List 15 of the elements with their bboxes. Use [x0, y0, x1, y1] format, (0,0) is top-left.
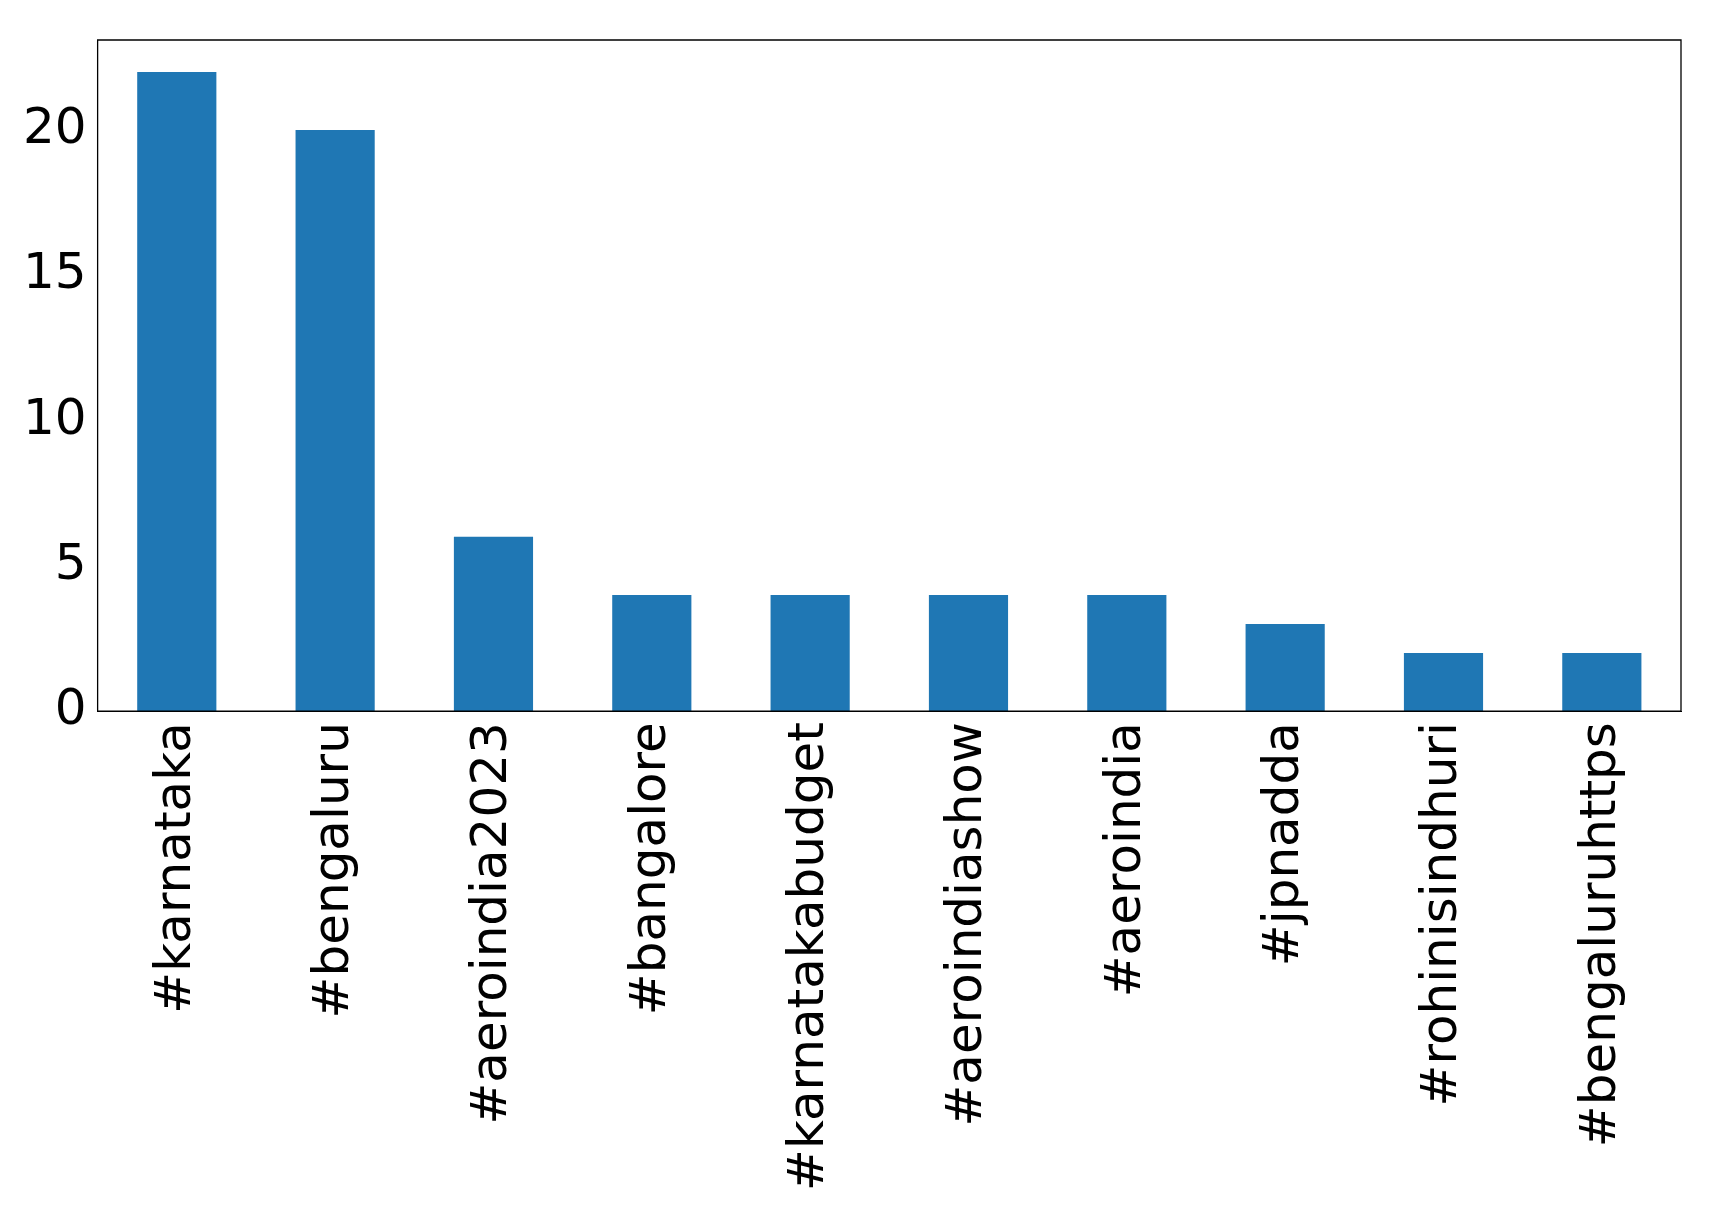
x-tick-label: #aeroindia2023: [460, 722, 519, 1125]
x-tick-label: #bengaluru: [302, 722, 361, 1019]
x-tick-label: #bengaluruhttps: [1568, 722, 1627, 1148]
y-tick-label: 5: [54, 532, 87, 591]
x-tick-label: #aeroindiashow: [935, 722, 994, 1127]
y-tick-label: 10: [23, 387, 87, 446]
x-tick-label: #aeroindia: [1093, 722, 1152, 998]
x-tick-label: #karnataka: [143, 722, 202, 1014]
x-tick-label: #karnatakabudget: [777, 722, 836, 1192]
x-tick-label: #bangalore: [618, 722, 677, 1016]
x-tick-label: #jpnadda: [1252, 722, 1311, 967]
x-tick-label: #rohinisindhuri: [1410, 722, 1469, 1107]
y-tick-label: 15: [23, 242, 87, 301]
y-tick-label: 0: [54, 678, 87, 737]
y-tick-label: 20: [23, 97, 87, 156]
